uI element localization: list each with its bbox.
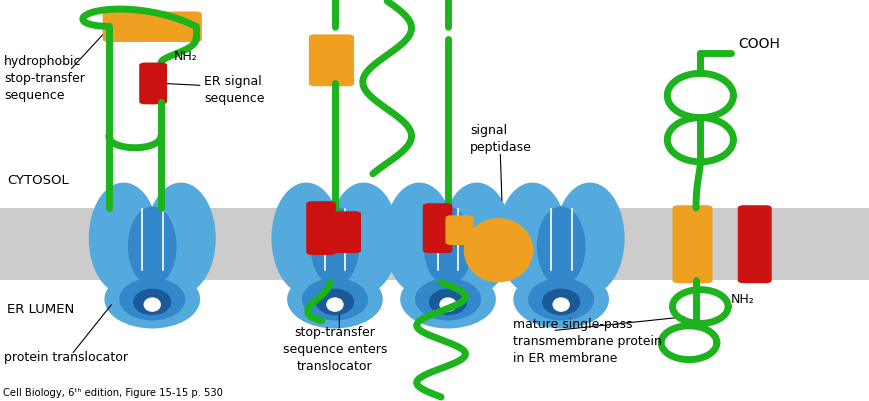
Text: protein translocator: protein translocator (4, 350, 129, 363)
Ellipse shape (104, 270, 200, 329)
Ellipse shape (513, 270, 608, 329)
Ellipse shape (133, 289, 171, 316)
FancyBboxPatch shape (672, 206, 712, 284)
Text: hydrophobic
stop-transfer
sequence: hydrophobic stop-transfer sequence (4, 55, 85, 101)
Ellipse shape (441, 183, 511, 294)
Text: Cell Biology, 6ᵗʰ edition, Figure 15-15 p. 530: Cell Biology, 6ᵗʰ edition, Figure 15-15 … (3, 387, 222, 397)
Text: CYTOSOL: CYTOSOL (7, 174, 69, 187)
Text: ER LUMEN: ER LUMEN (7, 302, 74, 315)
FancyBboxPatch shape (422, 204, 452, 253)
Ellipse shape (302, 278, 368, 321)
Text: NH₂: NH₂ (174, 50, 197, 63)
Ellipse shape (415, 278, 481, 321)
Ellipse shape (554, 183, 624, 294)
Text: mature single-pass
transmembrane protein
in ER membrane: mature single-pass transmembrane protein… (513, 318, 661, 364)
Ellipse shape (527, 278, 594, 321)
Ellipse shape (287, 270, 382, 329)
Ellipse shape (143, 298, 161, 312)
Ellipse shape (439, 298, 456, 312)
Ellipse shape (271, 183, 341, 294)
Ellipse shape (541, 289, 580, 316)
Ellipse shape (328, 183, 398, 294)
Ellipse shape (128, 207, 176, 286)
Ellipse shape (315, 289, 354, 316)
FancyBboxPatch shape (737, 206, 771, 284)
FancyBboxPatch shape (103, 12, 202, 43)
FancyBboxPatch shape (308, 35, 354, 87)
FancyBboxPatch shape (306, 202, 335, 255)
Ellipse shape (400, 270, 495, 329)
FancyBboxPatch shape (331, 212, 361, 253)
Text: NH₂: NH₂ (730, 292, 753, 305)
Ellipse shape (384, 183, 454, 294)
Ellipse shape (310, 207, 359, 286)
Text: COOH: COOH (737, 37, 779, 51)
Ellipse shape (89, 183, 158, 294)
FancyBboxPatch shape (139, 63, 167, 105)
Ellipse shape (552, 298, 569, 312)
Ellipse shape (463, 219, 533, 283)
Ellipse shape (423, 207, 472, 286)
Text: signal
peptidase: signal peptidase (469, 124, 531, 153)
Ellipse shape (119, 278, 185, 321)
Text: stop-transfer
sequence enters
translocator: stop-transfer sequence enters translocat… (282, 326, 387, 372)
Ellipse shape (536, 207, 585, 286)
Ellipse shape (326, 298, 343, 312)
FancyBboxPatch shape (445, 216, 473, 245)
Ellipse shape (146, 183, 216, 294)
Text: ER signal
sequence: ER signal sequence (204, 75, 265, 105)
Ellipse shape (497, 183, 567, 294)
Bar (0, 209, 869, 281)
Ellipse shape (428, 289, 467, 316)
